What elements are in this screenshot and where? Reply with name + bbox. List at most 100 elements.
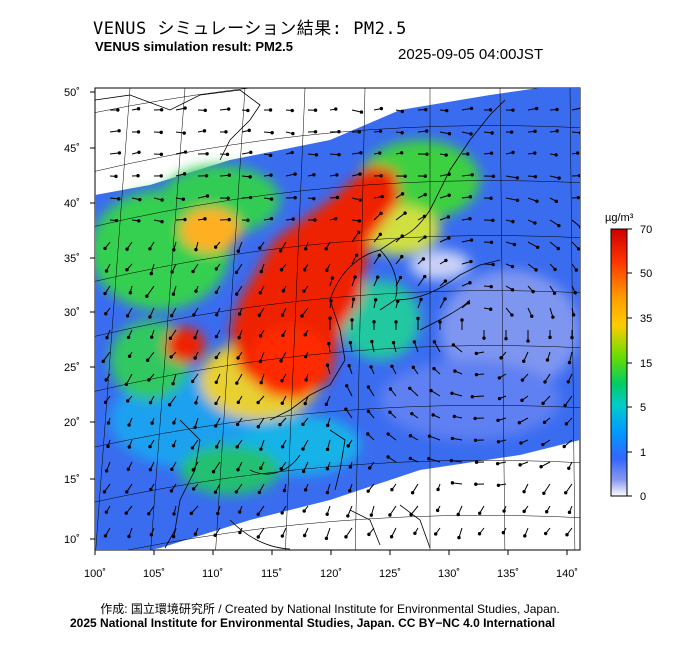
lon-tick-label: 100˚ bbox=[84, 568, 106, 580]
wind-arrow-head bbox=[553, 267, 557, 272]
wind-arrow-head bbox=[412, 340, 417, 344]
wind-arrow-head bbox=[126, 399, 130, 403]
wind-arrow-head bbox=[530, 314, 534, 318]
wind-arrow-head bbox=[160, 198, 164, 202]
wind-arrow-head bbox=[556, 246, 561, 251]
wind-arrow bbox=[125, 373, 133, 385]
wind-arrow-head bbox=[489, 307, 493, 311]
wind-arrow-head bbox=[214, 290, 219, 294]
wind-arrow bbox=[549, 241, 559, 250]
wind-arrow-head bbox=[378, 129, 383, 133]
wind-arrow-head bbox=[510, 264, 515, 269]
wind-arrow-head bbox=[256, 512, 260, 516]
wind-arrow-head bbox=[577, 173, 580, 178]
wind-arrow-head bbox=[511, 108, 515, 112]
wind-arrow-head bbox=[388, 410, 392, 414]
wind-arrow-head bbox=[194, 289, 198, 293]
wind-arrow bbox=[303, 461, 309, 472]
wind-arrow-head bbox=[358, 172, 362, 176]
colorbar-label: 35 bbox=[640, 313, 652, 325]
wind-arrow-head bbox=[329, 299, 333, 303]
wind-arrow-head bbox=[226, 196, 230, 200]
wind-arrow-head bbox=[522, 509, 526, 514]
wind-arrow-head bbox=[348, 489, 352, 493]
wind-arrow-head bbox=[522, 359, 526, 363]
wind-arrow-head bbox=[183, 150, 188, 154]
wind-arrow bbox=[213, 461, 221, 472]
lon-tick-label: 130˚ bbox=[438, 568, 460, 580]
wind-arrow-head bbox=[235, 381, 239, 385]
credit-text: 作成: 国立環境研究所 / Created by National Instit… bbox=[100, 602, 560, 616]
wind-arrow-head bbox=[410, 411, 414, 416]
wind-arrow-head bbox=[190, 379, 195, 384]
wind-arrow bbox=[549, 219, 560, 227]
wind-arrow-head bbox=[510, 313, 514, 317]
wind-arrow-head bbox=[103, 291, 107, 296]
wind-arrow-head bbox=[126, 335, 131, 340]
wind-arrow-head bbox=[117, 129, 121, 133]
wind-arrow-head bbox=[571, 313, 576, 317]
wind-arrow bbox=[543, 483, 551, 494]
wind-arrow-head bbox=[432, 340, 437, 344]
colorbar-label: 15 bbox=[640, 358, 652, 370]
wind-arrow-head bbox=[302, 267, 307, 272]
wind-arrow bbox=[325, 527, 331, 539]
wind-arrow-head bbox=[127, 445, 131, 449]
wind-arrow-head bbox=[281, 333, 285, 338]
wind-arrow bbox=[346, 385, 353, 397]
wind-arrow-head bbox=[533, 129, 537, 134]
wind-arrow-head bbox=[511, 150, 515, 155]
lon-tick-label: 125˚ bbox=[379, 568, 401, 580]
wind-arrow-head bbox=[172, 421, 176, 425]
wind-arrow-head bbox=[510, 288, 515, 292]
wind-arrow-head bbox=[533, 151, 537, 155]
wind-arrow-head bbox=[147, 512, 151, 516]
wind-arrow bbox=[472, 395, 485, 398]
wind-arrow-head bbox=[324, 536, 329, 541]
wind-arrow-head bbox=[357, 130, 362, 134]
lon-tick-label: 120˚ bbox=[320, 568, 342, 580]
wind-arrow-head bbox=[466, 301, 471, 305]
wind-arrow bbox=[439, 298, 446, 309]
wind-arrow-head bbox=[313, 218, 317, 222]
wind-arrow-head bbox=[303, 401, 307, 406]
wind-arrow bbox=[102, 351, 111, 362]
wind-arrow-head bbox=[159, 130, 163, 135]
wind-arrow-head bbox=[169, 355, 173, 359]
wind-arrow-head bbox=[489, 240, 494, 245]
wind-arrow-head bbox=[469, 238, 474, 242]
lat-tick-label: 35˚ bbox=[64, 253, 80, 265]
wind-arrow-head bbox=[424, 107, 428, 112]
wind-arrow-head bbox=[488, 108, 493, 112]
wind-arrow-head bbox=[399, 151, 404, 155]
wind-vectors bbox=[101, 106, 580, 541]
wind-arrow-head bbox=[278, 249, 283, 253]
wind-arrow-head bbox=[552, 291, 557, 295]
wind-arrow bbox=[505, 175, 518, 179]
wind-arrow-head bbox=[533, 174, 538, 179]
wind-arrow-head bbox=[125, 490, 129, 494]
wind-arrow-head bbox=[303, 354, 308, 359]
wind-arrow-head bbox=[167, 403, 172, 407]
wind-arrow-head bbox=[489, 151, 494, 155]
wind-arrow-head bbox=[557, 223, 561, 228]
wind-arrow-head bbox=[301, 422, 305, 427]
wind-arrow-head bbox=[447, 193, 451, 197]
wind-arrow-head bbox=[573, 291, 577, 295]
wind-arrow-head bbox=[303, 333, 307, 337]
lon-tick-label: 115˚ bbox=[261, 568, 282, 580]
wind-arrow bbox=[410, 505, 419, 515]
wind-arrow-head bbox=[171, 381, 175, 386]
wind-arrow-head bbox=[104, 312, 108, 316]
wind-arrow-head bbox=[182, 172, 187, 176]
wind-arrow-head bbox=[325, 363, 330, 367]
wind-arrow bbox=[280, 351, 287, 362]
wind-arrow-head bbox=[145, 358, 150, 362]
wind-arrow-head bbox=[358, 198, 362, 202]
wind-arrow-head bbox=[555, 107, 559, 112]
wind-arrow-head bbox=[235, 422, 240, 427]
wind-arrow-head bbox=[400, 131, 404, 135]
wind-arrow-head bbox=[450, 391, 454, 395]
wind-arrow-head bbox=[520, 378, 525, 382]
wind-arrow-head bbox=[325, 467, 330, 471]
